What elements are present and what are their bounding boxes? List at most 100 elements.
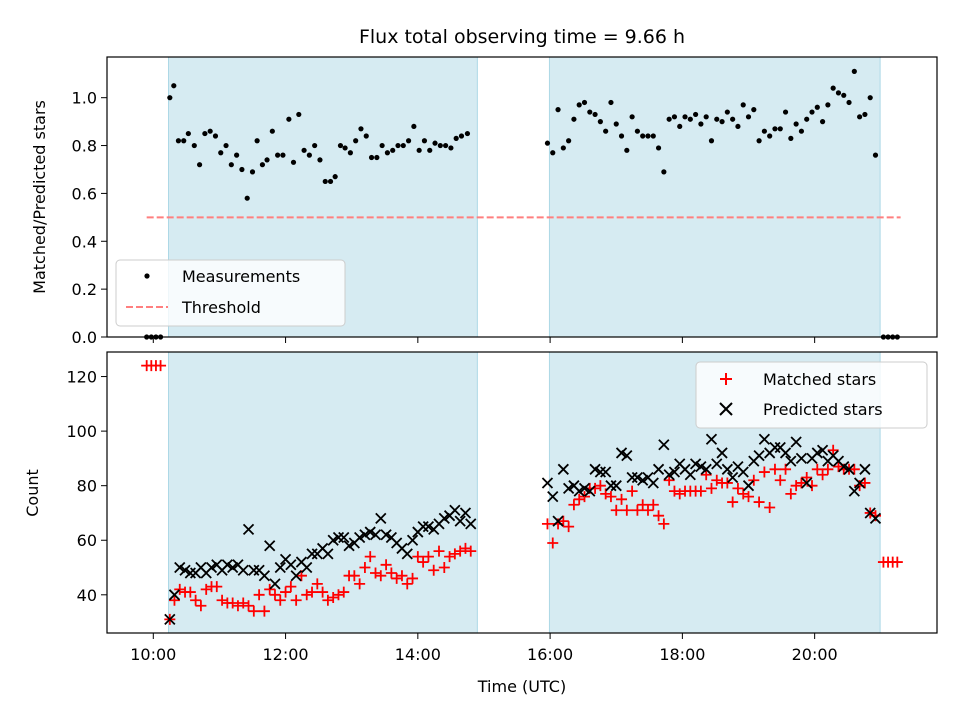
matched-star-point [422, 551, 434, 563]
predicted-star-point [753, 450, 765, 462]
predicted-star-point [727, 471, 739, 484]
ratio-point [358, 126, 364, 132]
top-legend: Measurements Threshold [115, 259, 346, 327]
matched-star-point [417, 556, 429, 568]
ratio-point [640, 133, 646, 139]
matched-star-point [216, 594, 228, 606]
ratio-point [581, 99, 588, 106]
predicted-star-point [380, 529, 392, 541]
ratio-point [597, 119, 603, 125]
predicted-star-point [737, 466, 749, 478]
ratio-point [244, 195, 250, 201]
ratio-point [379, 142, 385, 149]
ratio-point [645, 133, 651, 139]
predicted-star-point [605, 480, 617, 492]
predicted-star-point [179, 564, 191, 576]
ratio-point [353, 138, 359, 144]
matched-star-point [311, 578, 323, 590]
matched-star-point [391, 572, 403, 584]
matched-star-point [449, 548, 461, 560]
ratio-point [693, 111, 699, 118]
ratio-point [857, 114, 863, 120]
matched-star-point [338, 586, 350, 598]
x-tick-label: 20:00 [792, 645, 838, 664]
ratio-point [296, 111, 302, 118]
matched-star-point [721, 477, 733, 489]
ratio-point [286, 116, 292, 122]
predicted-star-point [600, 466, 612, 478]
predicted-star-point [332, 531, 345, 544]
ratio-point [191, 142, 197, 149]
matched-star-point [438, 562, 450, 574]
ratio-point [650, 133, 656, 139]
matched-star-point [774, 474, 786, 486]
predicted-star-point [375, 512, 387, 525]
matched-star-point [674, 488, 686, 500]
matched-star-point [653, 510, 665, 522]
legend-predicted-marker [719, 402, 733, 416]
ratio-point [427, 147, 433, 153]
predicted-star-point [838, 460, 850, 473]
x-tick-label: 12:00 [263, 645, 309, 664]
predicted-star-point [343, 540, 355, 552]
matched-star-point [616, 493, 628, 505]
matched-star-point [758, 466, 770, 478]
predicted-star-point [248, 564, 260, 576]
matched-star-point [563, 521, 575, 533]
ratio-point [560, 145, 566, 151]
predicted-star-point [843, 463, 855, 475]
bottom-legend: Matched stars Predicted stars [695, 361, 928, 429]
matched-star-point [465, 545, 477, 557]
ratio-point [437, 142, 443, 149]
matched-star-point [168, 594, 180, 606]
matched-star-point [375, 570, 387, 582]
y-tick-label: 100 [66, 422, 97, 441]
ratio-point [342, 145, 348, 151]
ratio-point [395, 142, 401, 149]
y-tick-label: 80 [77, 477, 97, 496]
matched-star-point [626, 485, 638, 497]
predicted-star-point [338, 531, 350, 544]
ratio-point [306, 152, 312, 158]
matched-star-point [748, 474, 760, 486]
matched-star-point [605, 491, 617, 503]
matched-star-point [444, 551, 456, 563]
predicted-star-point [647, 477, 659, 489]
x-tick-label: 16:00 [527, 645, 573, 664]
predicted-star-point [626, 471, 638, 484]
predicted-star-point [406, 534, 419, 546]
matched-star-point [396, 570, 408, 582]
ratio-point [384, 150, 391, 156]
matched-star-point [285, 581, 297, 593]
matched-star-point [195, 600, 207, 612]
predicted-star-point [237, 564, 249, 576]
matched-star-point [354, 578, 366, 590]
ratio-point [745, 114, 752, 120]
ratio-point [703, 114, 709, 120]
predicted-star-point [790, 436, 802, 448]
matched-star-point [258, 605, 270, 617]
predicted-star-point [621, 450, 633, 462]
ratio-point [363, 133, 369, 139]
ratio-point [185, 130, 191, 137]
ratio-point [624, 147, 630, 153]
matched-star-point [578, 491, 590, 503]
matched-star-point [695, 485, 707, 497]
ratio-point [682, 114, 688, 120]
ratio-point [740, 102, 746, 108]
predicted-star-point [274, 561, 286, 574]
ratio-point [175, 138, 182, 144]
ratio-point [249, 169, 256, 175]
ratio-point [629, 114, 635, 120]
predicted-star-point [359, 529, 371, 541]
matched-star-point [412, 551, 424, 563]
matched-star-point [769, 463, 781, 475]
predicted-star-point [327, 534, 339, 546]
matched-star-point [811, 463, 823, 475]
ratio-point [618, 133, 625, 139]
ratio-point [671, 114, 678, 120]
predicted-star-point [785, 455, 797, 467]
bottom-y-axis: 40 60 80 100 120 [66, 368, 107, 605]
ratio-point [196, 162, 203, 168]
